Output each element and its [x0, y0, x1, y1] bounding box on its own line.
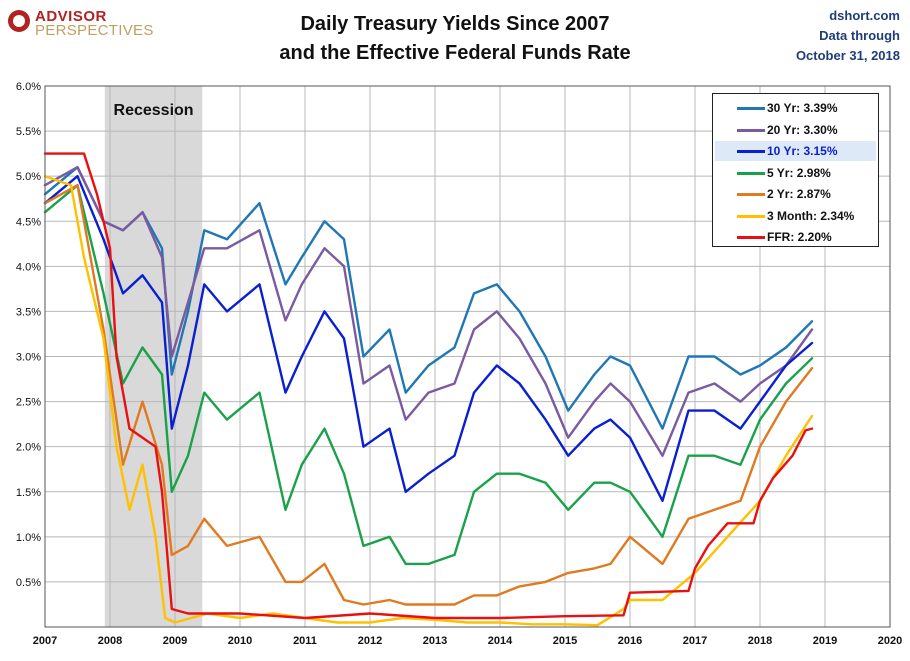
- legend-swatch: [737, 128, 765, 132]
- series-line-4: [43, 184, 814, 606]
- x-tick-label: 2017: [683, 635, 707, 647]
- y-tick-label: 6.0%: [16, 81, 41, 93]
- legend-label: 30 Yr: 3.39%: [767, 101, 838, 115]
- chart-legend: 30 Yr: 3.39% 20 Yr: 3.30% 10 Yr: 3.15% 5 Yr…: [712, 93, 879, 247]
- legend-label: FFR: 2.20%: [767, 230, 832, 244]
- source-site: dshort.com: [829, 8, 900, 23]
- y-tick-label: 4.5%: [16, 216, 41, 228]
- y-tick-label: 2.0%: [16, 442, 41, 454]
- legend-swatch: [737, 236, 765, 239]
- x-tick-label: 2007: [33, 635, 57, 647]
- series-line-6: [43, 152, 814, 620]
- legend-swatch: [737, 107, 765, 110]
- legend-entry: 20 Yr: 3.30%: [715, 120, 876, 140]
- series-line-3: [43, 184, 814, 566]
- x-tick-label: 2016: [618, 635, 642, 647]
- legend-swatch: [737, 193, 765, 196]
- chart-title: Daily Treasury Yields Since 2007 and the…: [200, 10, 710, 68]
- source-data-through: Data through: [819, 28, 900, 43]
- y-tick-label: 4.0%: [16, 261, 41, 273]
- source-date: October 31, 2018: [795, 48, 900, 63]
- x-tick-label: 2013: [423, 635, 447, 647]
- legend-label: 5 Yr: 2.98%: [767, 165, 831, 180]
- legend-entry: 2 Yr: 2.87%: [715, 184, 876, 204]
- legend-entry: 10 Yr: 3.15%: [715, 141, 876, 161]
- legend-label: 3 Month: 2.34%: [767, 208, 855, 223]
- y-tick-label: 1.0%: [16, 532, 41, 544]
- source-info: dshort.com Data through October 31, 2018: [700, 6, 900, 66]
- y-tick-label: 0.5%: [16, 577, 41, 589]
- y-tick-label: 1.5%: [16, 487, 41, 499]
- advisor-perspectives-logo: ADVISOR PERSPECTIVES: [8, 8, 153, 39]
- logo-line1: ADVISOR: [35, 8, 107, 25]
- legend-entry: 3 Month: 2.34%: [715, 206, 876, 226]
- y-tick-label: 5.0%: [16, 171, 41, 183]
- logo-mark-icon: [8, 10, 30, 32]
- series-line-1: [43, 166, 814, 457]
- legend-swatch: [737, 214, 765, 218]
- legend-swatch: [737, 150, 765, 153]
- legend-entry: 5 Yr: 2.98%: [715, 163, 876, 183]
- y-tick-label: 3.0%: [16, 352, 41, 364]
- x-tick-label: 2010: [228, 635, 252, 647]
- chart-title-line1: Daily Treasury Yields Since 2007: [300, 13, 610, 35]
- logo-line2: PERSPECTIVES: [35, 22, 154, 39]
- legend-swatch: [737, 171, 765, 175]
- plot-frame: [44, 85, 891, 628]
- x-tick-label: 2020: [878, 635, 902, 647]
- x-tick-label: 2019: [813, 635, 837, 647]
- y-tick-label: 3.5%: [16, 306, 41, 318]
- x-tick-label: 2018: [748, 635, 772, 647]
- recession-label: Recession: [114, 102, 194, 119]
- x-tick-label: 2008: [98, 635, 122, 647]
- x-tick-label: 2012: [358, 635, 382, 647]
- y-tick-label: 5.5%: [16, 126, 41, 138]
- x-tick-label: 2009: [163, 635, 187, 647]
- x-tick-label: 2011: [293, 635, 317, 647]
- y-tick-label: 2.5%: [16, 397, 41, 409]
- legend-label: 20 Yr: 3.30%: [767, 122, 838, 137]
- series-line-5: [43, 175, 814, 627]
- series-line-2: [43, 175, 814, 502]
- legend-label: 2 Yr: 2.87%: [767, 187, 831, 201]
- x-tick-label: 2015: [553, 635, 577, 647]
- legend-label: 10 Yr: 3.15%: [767, 144, 838, 158]
- legend-entry: FFR: 2.20%: [715, 227, 876, 247]
- legend-entry: 30 Yr: 3.39%: [715, 98, 876, 118]
- chart-title-line2: and the Effective Federal Funds Rate: [279, 42, 631, 64]
- x-tick-label: 2014: [488, 635, 513, 647]
